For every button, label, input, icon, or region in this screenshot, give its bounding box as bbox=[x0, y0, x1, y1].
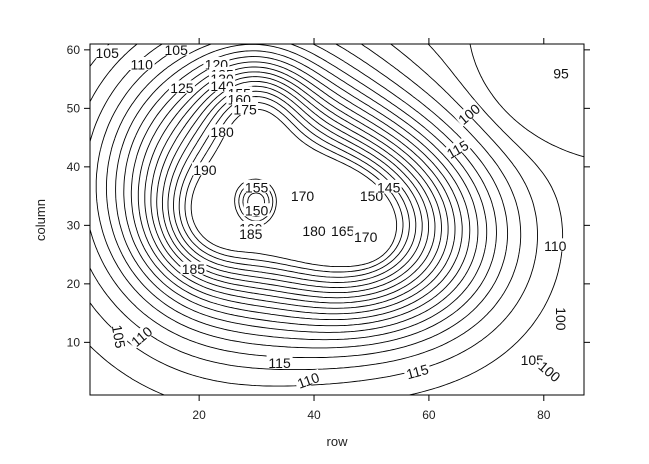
contour-label-bg bbox=[329, 223, 356, 237]
contour-label-bg bbox=[209, 124, 236, 138]
contour-line-170 bbox=[167, 85, 423, 289]
contour-label-bg bbox=[203, 57, 230, 70]
contour-label: 110 bbox=[131, 57, 154, 73]
contour-label: 165 bbox=[331, 223, 355, 239]
contour-label: 170 bbox=[354, 229, 378, 245]
contour-label-bg bbox=[128, 57, 155, 70]
contour-label: 105 bbox=[521, 352, 545, 368]
contour-label: 125 bbox=[170, 80, 194, 96]
contour-label: 180 bbox=[210, 124, 234, 140]
contour-line-125 bbox=[105, 43, 488, 341]
contour-label-bg bbox=[289, 188, 316, 202]
contour-label-bg bbox=[243, 179, 270, 193]
contour-label: 105 bbox=[96, 45, 120, 61]
contour-label-bg bbox=[226, 92, 253, 106]
axis-ticks bbox=[84, 38, 590, 401]
x-tick-label: 80 bbox=[537, 408, 551, 422]
contour-label-bg bbox=[163, 42, 190, 56]
y-tick-label: 20 bbox=[67, 277, 81, 291]
contour-line-130 bbox=[115, 43, 479, 333]
contour-label: 115 bbox=[268, 355, 291, 371]
contour-line-120 bbox=[95, 43, 497, 349]
y-tick-label: 30 bbox=[67, 218, 81, 232]
contour-label: 185 bbox=[182, 261, 206, 277]
contour-label: 105 bbox=[109, 324, 129, 350]
y-tick-label: 40 bbox=[67, 160, 81, 174]
contour-label-bg bbox=[168, 80, 195, 94]
contour-label: 180 bbox=[302, 223, 326, 239]
contour-label-bg bbox=[536, 357, 565, 385]
axis-tick-labels: 20 40 60 80 10 20 30 40 50 60 bbox=[67, 43, 551, 422]
contour-label-bg bbox=[301, 223, 327, 237]
y-axis-title: column bbox=[33, 199, 48, 241]
contour-label-bg bbox=[375, 179, 402, 193]
x-tick-label: 40 bbox=[307, 408, 321, 422]
contour-label-bg bbox=[352, 229, 379, 243]
contour-label: 105 bbox=[165, 42, 189, 58]
contour-label: 190 bbox=[193, 162, 217, 178]
contour-label: 115 bbox=[405, 361, 431, 382]
x-tick-label: 20 bbox=[192, 408, 206, 422]
contour-line-95 bbox=[469, 43, 585, 158]
x-axis-title: row bbox=[327, 434, 349, 449]
contour-label-bg bbox=[126, 322, 156, 350]
contour-label-bg bbox=[519, 352, 546, 366]
y-tick-label: 50 bbox=[67, 101, 81, 115]
contour-label: 145 bbox=[377, 179, 401, 195]
plot-frame bbox=[89, 43, 585, 396]
contour-label-bg bbox=[442, 136, 472, 161]
contour-label: 150 bbox=[245, 203, 269, 219]
contour-label-bg bbox=[293, 368, 323, 391]
contour-label-bg bbox=[542, 238, 569, 252]
contour-label: 155 bbox=[245, 179, 269, 195]
contour-label-bg bbox=[191, 162, 218, 176]
contour-label-bg bbox=[94, 45, 121, 59]
contour-labels: 1051051101201351301401251551601751801901… bbox=[94, 42, 570, 392]
contour-label-bg bbox=[243, 203, 270, 217]
y-tick-label: 10 bbox=[67, 335, 81, 349]
contour-label-bg bbox=[180, 261, 207, 275]
contour-label: 110 bbox=[295, 369, 322, 392]
contour-label: 185 bbox=[239, 226, 263, 242]
contour-label: 95 bbox=[553, 65, 569, 81]
contour-line-135 bbox=[123, 50, 471, 327]
contour-label-bg bbox=[237, 226, 264, 240]
contour-line-140 bbox=[130, 56, 463, 321]
contour-label: 100 bbox=[553, 307, 569, 331]
contour-label-bg bbox=[266, 355, 293, 369]
contour-label-bg bbox=[555, 305, 569, 332]
contour-label: 110 bbox=[544, 238, 567, 254]
contour-label-bg bbox=[552, 65, 570, 79]
contour-line-145 bbox=[137, 61, 456, 315]
contour-label-bg bbox=[232, 102, 259, 115]
contour-line-155 bbox=[150, 71, 442, 304]
x-tick-label: 60 bbox=[422, 408, 436, 422]
contour-label-bg bbox=[454, 100, 483, 127]
y-tick-label: 60 bbox=[67, 43, 81, 57]
contour-label: 170 bbox=[291, 188, 315, 204]
contour-label: 175 bbox=[233, 102, 257, 118]
contour-label-bg bbox=[111, 322, 129, 351]
contour-line-165 bbox=[161, 80, 430, 294]
contour-label-bg bbox=[402, 360, 432, 381]
